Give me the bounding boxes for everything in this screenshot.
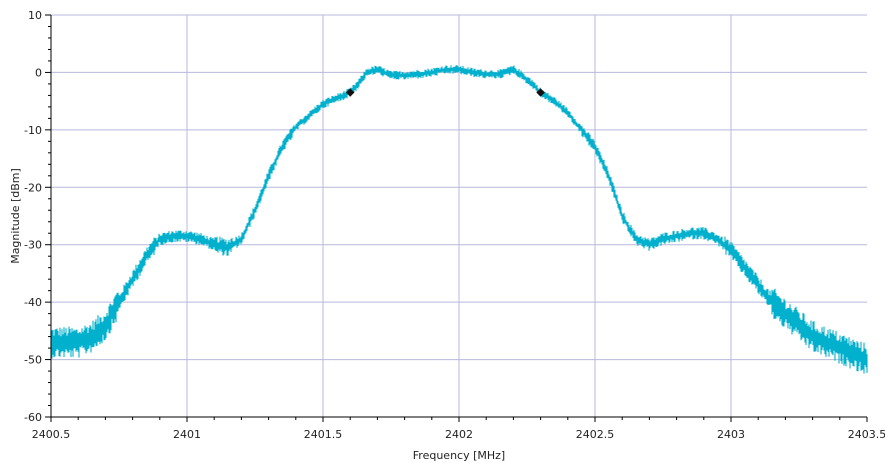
x-tick-label: 2401 — [173, 428, 201, 441]
y-tick-label: -40 — [24, 296, 42, 309]
data-marker — [345, 88, 355, 97]
x-tick-label: 2401.5 — [304, 428, 343, 441]
y-ticks: 10 0 -10 -20 -30 -40 -50 -60 — [24, 9, 51, 424]
y-axis-label: Magnitude [dBm] — [9, 168, 22, 264]
y-tick-label: -50 — [24, 354, 42, 367]
series-line — [51, 68, 868, 361]
y-tick-label: -60 — [24, 411, 42, 424]
x-tick-label: 2402 — [445, 428, 473, 441]
y-tick-label: -10 — [24, 124, 42, 137]
x-axis-label: Frequency [MHz] — [413, 449, 505, 462]
y-tick-label: 10 — [28, 9, 42, 22]
x-tick-label: 2403.5 — [848, 428, 885, 441]
x-ticks: 2400.5 2401 2401.5 2402 2402.5 2403 2403.5 — [32, 417, 885, 441]
x-tick-label: 2400.5 — [32, 428, 71, 441]
grid — [51, 14, 867, 417]
y-tick-label: -30 — [24, 239, 42, 252]
y-tick-label: -20 — [24, 181, 42, 194]
x-tick-label: 2402.5 — [576, 428, 615, 441]
x-tick-label: 2403 — [717, 428, 745, 441]
y-tick-label: 0 — [35, 66, 42, 79]
